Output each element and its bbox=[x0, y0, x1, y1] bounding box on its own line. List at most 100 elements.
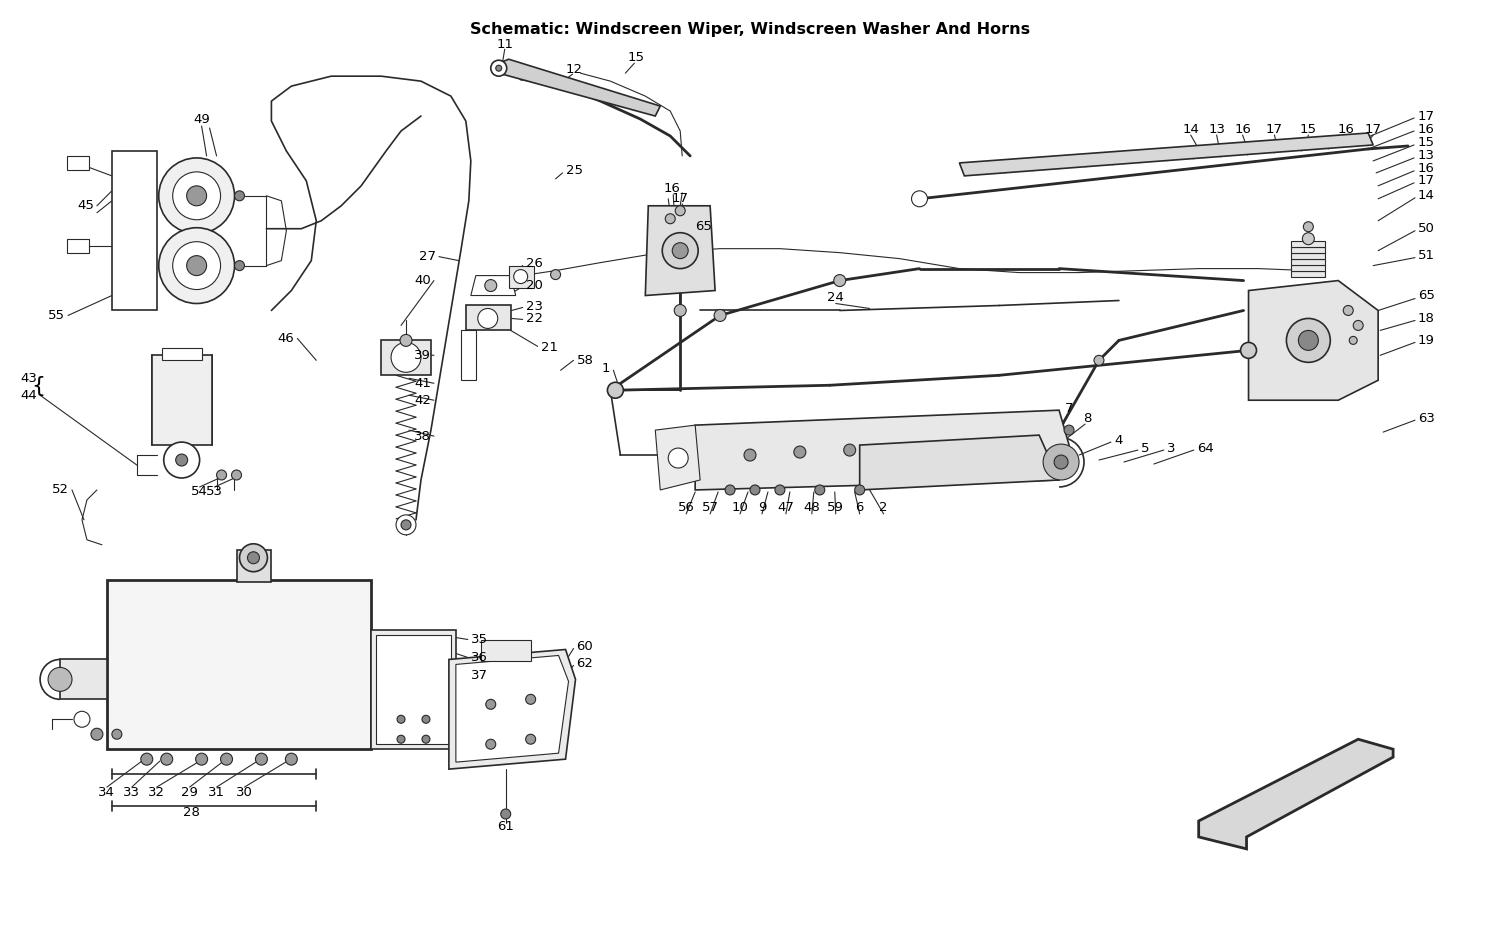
Text: 43: 43 bbox=[20, 372, 38, 385]
Bar bbox=[152, 356, 211, 445]
Text: 16: 16 bbox=[1418, 123, 1436, 135]
Bar bbox=[1292, 265, 1326, 271]
Circle shape bbox=[141, 753, 153, 765]
Circle shape bbox=[234, 261, 244, 271]
Circle shape bbox=[843, 444, 855, 456]
Circle shape bbox=[1064, 425, 1074, 435]
Circle shape bbox=[815, 485, 825, 495]
Text: 24: 24 bbox=[828, 291, 844, 304]
Circle shape bbox=[1304, 221, 1314, 232]
Circle shape bbox=[392, 342, 422, 373]
Polygon shape bbox=[456, 656, 568, 762]
Circle shape bbox=[525, 734, 536, 745]
Text: 65: 65 bbox=[694, 220, 711, 234]
Text: 47: 47 bbox=[777, 501, 795, 515]
Circle shape bbox=[231, 470, 242, 480]
Circle shape bbox=[92, 728, 104, 740]
Text: 6: 6 bbox=[855, 501, 864, 515]
Circle shape bbox=[172, 241, 220, 289]
Text: 3: 3 bbox=[1167, 442, 1176, 455]
Text: 10: 10 bbox=[732, 501, 748, 515]
Circle shape bbox=[164, 442, 200, 478]
Text: 34: 34 bbox=[99, 785, 116, 798]
Polygon shape bbox=[106, 580, 370, 749]
Polygon shape bbox=[960, 133, 1372, 176]
Circle shape bbox=[398, 735, 405, 744]
Text: {: { bbox=[32, 377, 45, 396]
Circle shape bbox=[172, 172, 220, 219]
Text: 60: 60 bbox=[576, 640, 594, 653]
Polygon shape bbox=[112, 151, 156, 310]
Polygon shape bbox=[448, 650, 576, 769]
Circle shape bbox=[714, 309, 726, 322]
Circle shape bbox=[1302, 233, 1314, 245]
Polygon shape bbox=[498, 60, 660, 116]
Polygon shape bbox=[370, 629, 456, 749]
Circle shape bbox=[501, 809, 510, 819]
Text: 15: 15 bbox=[1418, 136, 1436, 149]
Circle shape bbox=[912, 191, 927, 207]
Circle shape bbox=[186, 255, 207, 275]
Bar bbox=[1292, 240, 1326, 247]
Text: 25: 25 bbox=[566, 165, 582, 178]
Text: 5: 5 bbox=[1142, 442, 1149, 455]
Text: 56: 56 bbox=[678, 501, 694, 515]
Circle shape bbox=[478, 308, 498, 328]
Text: 35: 35 bbox=[471, 633, 488, 646]
Text: 14: 14 bbox=[1418, 189, 1436, 202]
Circle shape bbox=[159, 158, 234, 234]
Text: 39: 39 bbox=[414, 349, 430, 362]
Circle shape bbox=[675, 206, 686, 216]
Circle shape bbox=[400, 520, 411, 530]
Circle shape bbox=[1054, 455, 1068, 469]
Bar bbox=[237, 550, 272, 582]
Circle shape bbox=[674, 305, 686, 317]
Text: 1: 1 bbox=[602, 361, 610, 375]
Polygon shape bbox=[645, 206, 716, 295]
Text: 16: 16 bbox=[664, 183, 681, 195]
Text: 52: 52 bbox=[53, 483, 69, 497]
Circle shape bbox=[1344, 306, 1353, 315]
Circle shape bbox=[160, 753, 172, 765]
Circle shape bbox=[422, 735, 430, 744]
Bar bbox=[482, 639, 531, 661]
Text: 30: 30 bbox=[236, 785, 254, 798]
Text: 8: 8 bbox=[1083, 412, 1090, 425]
Bar bbox=[1292, 258, 1326, 265]
Text: 44: 44 bbox=[21, 389, 38, 402]
Polygon shape bbox=[471, 275, 516, 295]
Text: 61: 61 bbox=[498, 820, 514, 833]
Circle shape bbox=[744, 449, 756, 461]
Text: 16: 16 bbox=[1338, 123, 1354, 135]
Circle shape bbox=[186, 185, 207, 206]
Text: 28: 28 bbox=[183, 807, 200, 819]
Text: 49: 49 bbox=[194, 113, 210, 126]
Circle shape bbox=[486, 699, 495, 710]
Text: 42: 42 bbox=[414, 394, 430, 407]
Text: 26: 26 bbox=[525, 257, 543, 271]
Text: Schematic: Windscreen Wiper, Windscreen Washer And Horns: Schematic: Windscreen Wiper, Windscreen … bbox=[470, 22, 1030, 37]
Text: 15: 15 bbox=[628, 51, 645, 63]
Polygon shape bbox=[60, 659, 106, 699]
Text: 17: 17 bbox=[1418, 110, 1436, 123]
Circle shape bbox=[776, 485, 784, 495]
Circle shape bbox=[664, 214, 675, 224]
Text: 13: 13 bbox=[1208, 123, 1225, 135]
Circle shape bbox=[216, 470, 226, 480]
Circle shape bbox=[255, 753, 267, 765]
Polygon shape bbox=[859, 435, 1059, 490]
Polygon shape bbox=[1198, 739, 1394, 849]
Polygon shape bbox=[466, 306, 510, 330]
Text: 11: 11 bbox=[496, 38, 513, 51]
Text: 51: 51 bbox=[1418, 249, 1436, 262]
Text: 17: 17 bbox=[1365, 123, 1382, 135]
Text: 63: 63 bbox=[1418, 412, 1436, 425]
Text: 15: 15 bbox=[1300, 123, 1317, 135]
Circle shape bbox=[486, 739, 495, 749]
Text: 21: 21 bbox=[540, 341, 558, 354]
Circle shape bbox=[112, 729, 122, 739]
Text: 32: 32 bbox=[148, 785, 165, 798]
Circle shape bbox=[550, 270, 561, 280]
Text: 58: 58 bbox=[576, 354, 594, 367]
Circle shape bbox=[1287, 319, 1330, 362]
